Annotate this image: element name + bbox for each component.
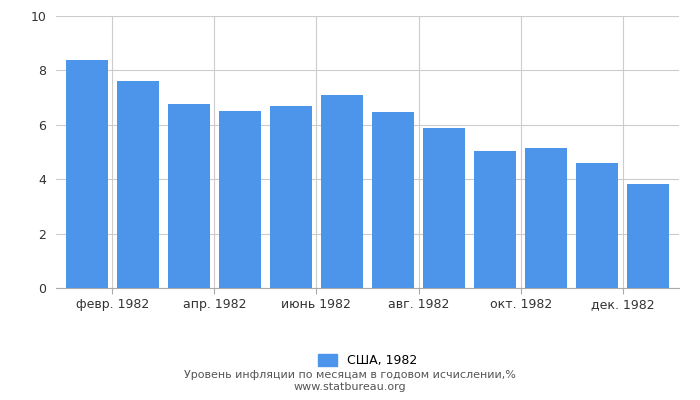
Bar [270, 106, 312, 288]
Bar [627, 184, 669, 288]
Text: Уровень инфляции по месяцам в годовом исчислении,%: Уровень инфляции по месяцам в годовом ис… [184, 370, 516, 380]
Legend: США, 1982: США, 1982 [313, 349, 422, 372]
Bar [321, 96, 363, 288]
Bar [168, 104, 210, 288]
Bar [424, 128, 465, 288]
Bar [525, 148, 567, 288]
Bar [219, 111, 261, 288]
Bar [474, 152, 516, 288]
Bar [117, 81, 159, 288]
Bar [66, 60, 108, 288]
Bar [372, 112, 414, 288]
Text: www.statbureau.org: www.statbureau.org [294, 382, 406, 392]
Bar [576, 163, 618, 288]
